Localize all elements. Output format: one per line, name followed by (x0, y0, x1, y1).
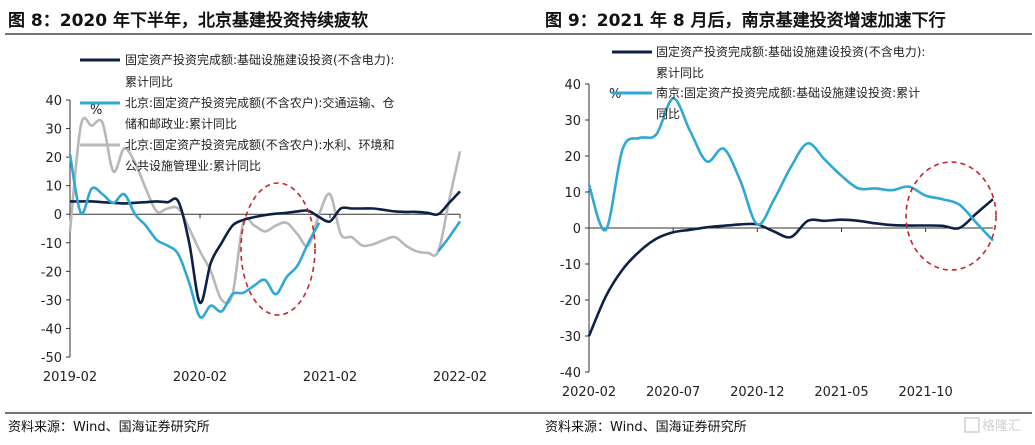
legend-label: 累计同比 (125, 75, 173, 89)
x-tick-label: 2021-05 (814, 385, 868, 400)
y-tick-label: 30 (564, 114, 581, 129)
y-tick-label: -20 (560, 294, 581, 309)
y-tick-label: 10 (45, 180, 62, 195)
legend-label: 储和邮政业:累计同比 (125, 116, 237, 131)
y-tick-label: -10 (560, 258, 581, 273)
y-tick-label: -50 (41, 351, 62, 366)
legend-label: 固定资产投资完成额:基础设施建设投资(不含电力): (125, 52, 394, 67)
x-tick-label: 2019-02 (43, 370, 97, 385)
legend-label: 南京:固定资产投资完成额:基础设施建设投资:累计 (656, 85, 920, 100)
y-tick-label: 40 (564, 78, 581, 93)
chart-1-title: 图 8：2020 年下半年，北京基建投资持续疲软 (8, 10, 368, 31)
series-line-1 (587, 198, 994, 337)
watermark-logo: 格隆汇 (964, 417, 1021, 434)
legend-label: 北京:固定资产投资完成额(不含农户):水利、环境和 (125, 137, 394, 152)
y-tick-label: -10 (41, 237, 62, 252)
watermark-logo-icon (964, 417, 980, 433)
y-tick-label: 10 (564, 186, 581, 201)
chart-1: 40 30 20 10 0 -10 -20 -30 -40 -50% 2019-02 2020-02 2… (41, 52, 487, 385)
y-unit-label: % (90, 103, 102, 118)
watermark-text: 格隆汇 (982, 418, 1021, 434)
x-tick-label: 2020-02 (173, 370, 227, 385)
y-tick-label: -40 (41, 322, 62, 337)
x-tick-label: 2020-02 (562, 385, 616, 400)
series-line-2 (437, 220, 462, 253)
legend-label: 累计同比 (656, 66, 704, 80)
legend-label: 北京:固定资产投资完成额(不含农户):交通运输、仓 (125, 95, 394, 110)
y-tick-label: -30 (560, 330, 581, 345)
chart-2: 403020100-10-20-30-40%2020-022020-072020… (560, 44, 997, 400)
legend-label: 公共设施管理业:累计同比 (125, 158, 261, 173)
y-tick-label: 20 (45, 151, 62, 166)
highlight-ellipse (905, 161, 997, 271)
x-tick-label: 2021-10 (899, 385, 953, 400)
y-tick-label: 30 (45, 123, 62, 138)
x-tick-label: 2020-07 (646, 385, 700, 400)
x-tick-label: 2022-02 (433, 370, 487, 385)
series-line-3 (68, 116, 462, 305)
source-note-2: 资料来源：Wind、国海证券研究所 (545, 419, 747, 435)
source-note-1: 资料来源：Wind、国海证券研究所 (8, 419, 210, 435)
series-line-2 (587, 97, 994, 242)
y-tick-label: -40 (560, 366, 581, 381)
y-tick-label: 0 (54, 208, 62, 223)
x-tick-label: 2020-12 (730, 385, 784, 400)
y-tick-label: 20 (564, 150, 581, 165)
y-tick-label: -30 (41, 294, 62, 309)
highlight-ellipse (240, 182, 316, 316)
series-line-1 (70, 190, 461, 305)
legend-label: 同比 (656, 107, 680, 121)
chart-2-title: 图 9：2021 年 8 月后，南京基建投资增速加速下行 (545, 10, 946, 31)
legend-label: 固定资产投资完成额:基础设施建设投资(不含电力): (656, 44, 925, 59)
y-tick-label: 0 (573, 222, 581, 237)
y-tick-label: -20 (41, 265, 62, 280)
y-tick-label: 40 (45, 94, 62, 109)
x-tick-label: 2021-02 (303, 370, 357, 385)
series-line-2 (68, 154, 321, 319)
